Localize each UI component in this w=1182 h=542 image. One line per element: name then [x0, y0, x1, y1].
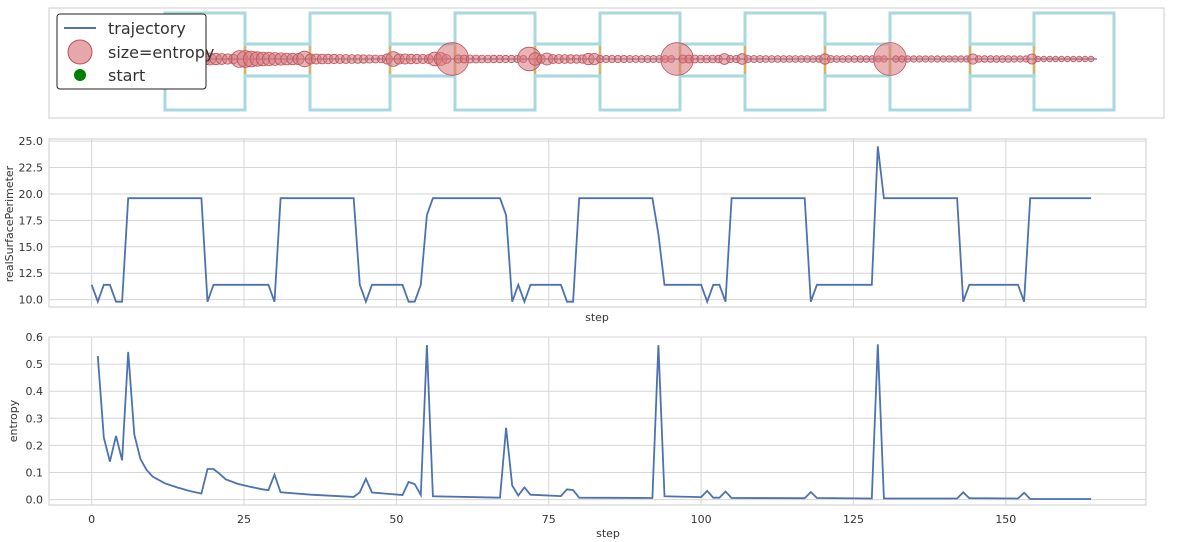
- x-tick-label: 150: [995, 513, 1016, 526]
- y-tick-label: 15.0: [19, 241, 44, 254]
- perimeter-panel: 10.0 12.5 15.0 17.5 20.0 22.5 25.0 step realSu…: [3, 135, 1147, 324]
- y-tick-label: 0.5: [26, 358, 44, 371]
- y-tick-label: 0.6: [26, 331, 44, 344]
- y-tick-label: 0.3: [26, 412, 44, 425]
- entropy-bubble: [1052, 55, 1059, 63]
- entropy-x-label: step: [596, 527, 620, 540]
- entropy-bubble: [1064, 55, 1071, 63]
- legend-box: [56, 13, 207, 90]
- entropy-bubble: [951, 55, 959, 63]
- entropy-bubble: [1034, 55, 1042, 63]
- entropy-y-label: entropy: [7, 399, 20, 442]
- y-tick-label: 10.0: [19, 294, 44, 307]
- legend-start-label: start: [108, 66, 145, 85]
- entropy-bubble: [1087, 55, 1095, 63]
- trajectory-panel: trajectory size=entropy start: [48, 7, 1165, 119]
- entropy-bubble: [898, 55, 906, 63]
- entropy-grid: [49, 336, 1146, 505]
- entropy-y-ticks: 0.0 0.1 0.2 0.3 0.4 0.5 0.6: [26, 331, 44, 507]
- x-tick-label: 50: [389, 513, 403, 526]
- y-tick-label: 12.5: [19, 267, 44, 280]
- entropy-x-ticks: 0 25 50 75 100 125 150: [88, 513, 1016, 526]
- entropy-bubble: [1010, 55, 1018, 63]
- legend: trajectory size=entropy start: [56, 13, 214, 90]
- entropy-bubble: [1016, 55, 1024, 63]
- perimeter-y-ticks: 10.0 12.5 15.0 17.5 20.0 22.5 25.0: [19, 135, 44, 306]
- entropy-bubble: [921, 55, 930, 63]
- entropy-bubble: [904, 55, 912, 63]
- entropy-bubble: [1040, 55, 1047, 63]
- entropy-bubble: [892, 55, 900, 63]
- x-tick-label: 0: [88, 513, 95, 526]
- x-tick-label: 100: [691, 513, 712, 526]
- x-tick-label: 25: [237, 513, 251, 526]
- y-tick-label: 22.5: [19, 162, 44, 175]
- entropy-bubble: [1058, 55, 1065, 63]
- perimeter-y-label: realSurfacePerimeter: [3, 165, 16, 282]
- y-tick-label: 0.0: [26, 494, 44, 507]
- y-tick-label: 20.0: [19, 188, 44, 201]
- entropy-panel: 0.0 0.1 0.2 0.3 0.4 0.5 0.6 0 25 50 75 100 125 150 s…: [7, 331, 1147, 540]
- entropy-bubble: [1046, 55, 1053, 63]
- x-tick-label: 75: [542, 513, 556, 526]
- legend-entropy-label: size=entropy: [108, 43, 214, 62]
- entropy-bubble: [957, 55, 965, 63]
- y-tick-label: 17.5: [19, 214, 44, 227]
- y-tick-label: 0.4: [26, 385, 44, 398]
- perimeter-plot-area: [48, 138, 1147, 308]
- y-tick-label: 0.1: [26, 466, 44, 479]
- entropy-bubble: [910, 55, 918, 63]
- legend-entropy-bubble: [67, 39, 93, 65]
- entropy-bubble: [939, 55, 947, 63]
- x-tick-label: 125: [843, 513, 864, 526]
- legend-start-dot: [74, 69, 86, 81]
- entropy-bubble: [1004, 55, 1012, 63]
- entropy-bubble: [1076, 55, 1083, 63]
- y-tick-label: 0.2: [26, 439, 44, 452]
- entropy-bubble: [1081, 55, 1089, 63]
- entropy-bubble: [1070, 55, 1077, 63]
- entropy-bubble: [927, 55, 936, 63]
- entropy-plot-area: [48, 336, 1147, 506]
- entropy-bubble: [945, 55, 953, 63]
- entropy-bubble: [933, 55, 941, 63]
- legend-trajectory-label: trajectory: [108, 19, 186, 38]
- entropy-series-line: [96, 344, 1092, 500]
- entropy-bubble: [915, 55, 924, 63]
- perimeter-series-line: [90, 146, 1092, 305]
- y-tick-label: 25.0: [19, 135, 44, 148]
- perimeter-x-label: step: [585, 311, 609, 324]
